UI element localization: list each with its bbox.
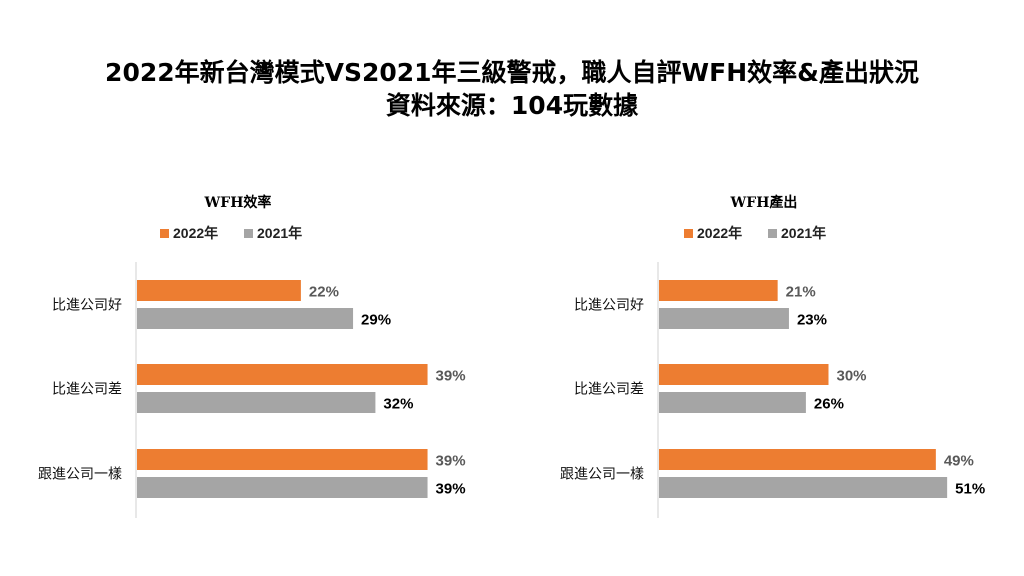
bar-2021年-跟進公司一樣	[659, 477, 948, 498]
bar-2021年-比進公司差	[659, 392, 806, 413]
chart-subtitle-source: 資料來源：104玩數據	[385, 91, 639, 120]
bar-2022年-比進公司差	[137, 364, 428, 385]
legend-label: 2021年	[781, 225, 826, 241]
data-label: 32%	[383, 396, 413, 413]
data-label: 29%	[361, 312, 391, 329]
data-label: 49%	[944, 453, 974, 470]
data-label: 26%	[814, 396, 844, 413]
category-label: 跟進公司一樣	[38, 466, 122, 483]
legend-swatch-1	[244, 229, 253, 238]
panel-title: WFH產出	[730, 194, 798, 211]
legend-label: 2022年	[173, 225, 218, 241]
bar-2022年-比進公司好	[137, 280, 301, 301]
data-label: 30%	[837, 368, 867, 385]
category-label: 跟進公司一樣	[560, 466, 644, 483]
data-label: 39%	[436, 368, 466, 385]
legend-label: 2022年	[697, 225, 742, 241]
bar-2022年-跟進公司一樣	[659, 449, 936, 470]
bar-2022年-跟進公司一樣	[137, 449, 428, 470]
bar-2021年-比進公司好	[137, 308, 354, 329]
data-label: 21%	[786, 284, 816, 301]
bar-2022年-比進公司好	[659, 280, 778, 301]
data-label: 23%	[797, 312, 827, 329]
category-label: 比進公司差	[574, 382, 644, 398]
legend-swatch-1	[768, 229, 777, 238]
category-label: 比進公司好	[574, 298, 644, 314]
bar-2022年-比進公司差	[659, 364, 829, 385]
legend-label: 2021年	[257, 225, 302, 241]
legend-swatch-0	[160, 229, 169, 238]
category-label: 比進公司好	[52, 298, 122, 314]
data-label: 39%	[436, 481, 466, 498]
chart-title: 2022年新台灣模式VS2021年三級警戒，職人自評WFH效率&產出狀況	[105, 58, 919, 87]
legend-swatch-0	[684, 229, 693, 238]
bar-2021年-比進公司好	[659, 308, 789, 329]
data-label: 39%	[436, 453, 466, 470]
data-label: 51%	[955, 481, 985, 498]
bar-2021年-比進公司差	[137, 392, 376, 413]
category-label: 比進公司差	[52, 382, 122, 398]
data-label: 22%	[309, 284, 339, 301]
panel-title: WFH效率	[204, 194, 272, 211]
bar-2021年-跟進公司一樣	[137, 477, 428, 498]
